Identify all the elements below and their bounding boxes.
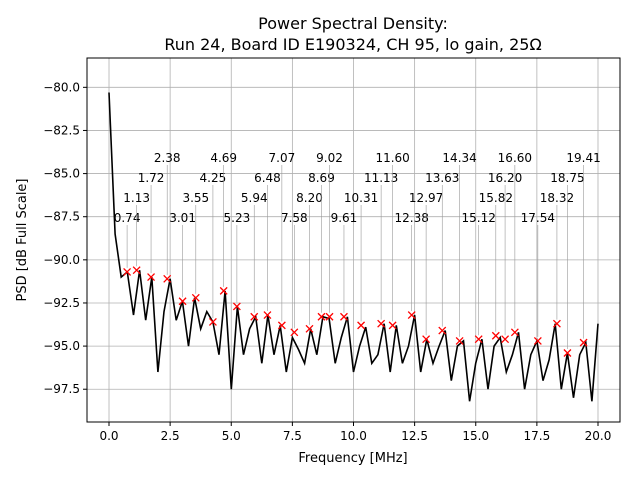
peak-label: 0.74 [114,211,141,225]
peak-marker [438,326,447,335]
x-axis-ticks: 0.0 2.5 5.0 7.5 10.0 12.5 15.0 17.5 20.0 [99,422,611,443]
peak-label: 17.54 [521,211,555,225]
peak-label: 1.13 [123,191,150,205]
x-tick-label: 15.0 [462,429,489,443]
peak-label: 9.02 [316,151,343,165]
y-tick-label: −97.5 [43,382,80,396]
peak-marker [147,273,156,282]
peak-marker [407,311,416,320]
peak-marker [563,349,572,357]
peak-label: 8.20 [296,191,323,205]
peak-marker [474,335,483,344]
peak-marker [533,336,542,345]
peak-label: 5.94 [241,191,268,205]
psd-line [108,92,599,402]
peak-label: 15.82 [479,191,513,205]
peak-label: 12.97 [409,191,443,205]
peak-label: 3.01 [169,211,196,225]
peak-marker [510,328,519,337]
peak-marker [357,321,366,330]
peak-marker [132,266,141,275]
y-tick-label: −90.0 [43,253,80,267]
peak-marker [325,312,334,321]
peak-label: 10.31 [344,191,378,205]
peak-label: 16.20 [488,171,522,185]
x-tick-label: 20.0 [585,429,612,443]
x-tick-label: 2.5 [161,429,180,443]
peak-marker [305,324,314,333]
peak-marker [552,319,561,328]
y-axis-label: PSD [dB Full Scale] [15,178,30,301]
peak-marker [377,319,386,328]
axes-frame [86,57,621,423]
peak-marker [163,274,172,283]
peak-label: 16.60 [498,151,532,165]
peak-label: 13.63 [425,171,459,185]
peak-marker [579,338,588,347]
peak-label: 4.69 [210,151,237,165]
peak-label: 19.41 [566,151,600,165]
peak-label: 6.48 [254,171,281,185]
peak-label: 11.60 [375,151,409,165]
peak-marker [232,302,241,311]
peak-label: 9.61 [331,211,358,225]
peak-marker [219,286,228,295]
peak-marker [208,317,217,326]
x-tick-label: 5.0 [222,429,241,443]
peak-marker [491,331,500,340]
plot-area: 0.74 1.13 1.72 2.38 3.01 3.55 4.25 4.69 5.23 5.94… [108,92,601,402]
peak-marker [191,293,200,302]
peak-marker [422,335,431,344]
peak-label: 18.32 [540,191,574,205]
x-tick-label: 0.0 [99,429,118,443]
x-tick-label: 12.5 [401,429,428,443]
peak-marker [317,312,326,321]
peak-label: 1.72 [138,171,165,185]
x-axis-label: Frequency [MHz] [298,451,407,466]
y-tick-label: −82.5 [43,123,80,137]
peak-marker [340,312,348,321]
y-tick-label: −92.5 [43,296,80,310]
peak-label: 7.58 [281,211,308,225]
peak-label: 3.55 [182,191,209,205]
grid [87,58,620,422]
peak-marker [263,311,272,320]
peak-label: 11.13 [364,171,398,185]
chart-subtitle: Run 24, Board ID E190324, CH 95, lo gain… [164,35,541,54]
peak-label: 12.38 [395,211,429,225]
peak-marker [178,297,187,306]
peak-label: 5.23 [224,211,251,225]
x-tick-label: 7.5 [283,429,302,443]
peak-marker [123,267,132,276]
x-tick-label: 10.0 [340,429,367,443]
peak-label: 2.38 [154,151,181,165]
peak-label: 14.34 [442,151,476,165]
y-tick-label: −95.0 [43,339,80,353]
peak-label: 4.25 [200,171,227,185]
peak-label: 15.12 [462,211,496,225]
peak-label: 18.75 [550,171,584,185]
chart-title: Power Spectral Density: [258,14,448,33]
peak-marker [501,335,510,344]
y-axis-ticks: −80.0 −82.5 −85.0 −87.5 −90.0 −92.5 −95.0 −97.5 [43,80,87,396]
peak-marker [250,312,259,321]
y-tick-label: −85.0 [43,167,80,181]
x-tick-label: 17.5 [524,429,551,443]
peak-marker [290,328,299,337]
peak-label: 8.69 [308,171,335,185]
y-tick-label: −87.5 [43,210,80,224]
peak-marker [455,336,464,345]
peak-marker [388,321,397,330]
peak-label: 7.07 [269,151,296,165]
y-tick-label: −80.0 [43,80,80,94]
peak-marker [277,321,286,330]
